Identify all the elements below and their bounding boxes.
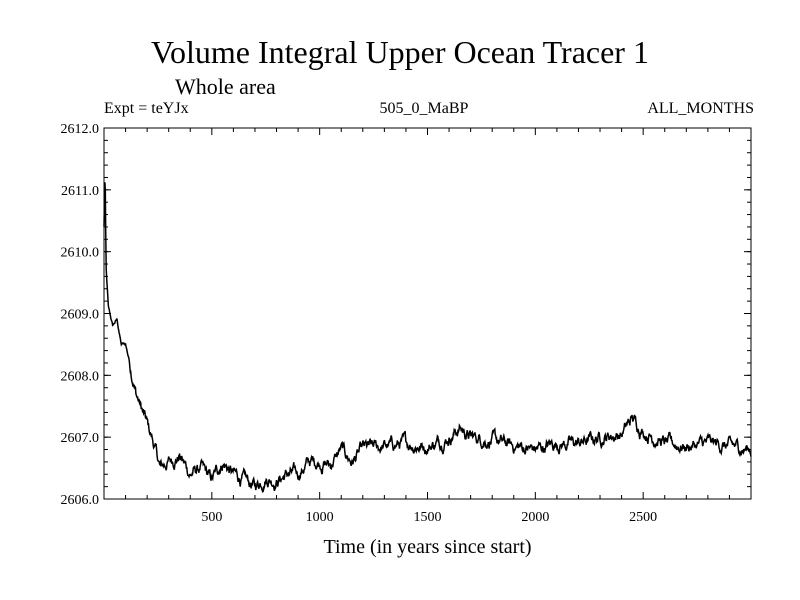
x-tick-label: 2500: [629, 510, 657, 525]
period-label: 505_0_MaBP: [379, 100, 469, 117]
y-tick-label: 2606.0: [61, 493, 100, 508]
x-tick-label: 1000: [306, 510, 334, 525]
y-tick-label: 2609.0: [61, 308, 100, 323]
x-tick-label: 500: [201, 510, 222, 525]
chart-title: Volume Integral Upper Ocean Tracer 1: [151, 34, 649, 70]
series-line: [103, 182, 752, 493]
x-tick-label: 1500: [414, 510, 442, 525]
experiment-label: Expt = teYJx: [104, 100, 189, 117]
x-axis-label: Time (in years since start): [323, 536, 532, 558]
x-tick-label: 2000: [521, 510, 549, 525]
y-tick-label: 2607.0: [61, 431, 100, 446]
plot-frame: [103, 127, 752, 500]
y-tick-label: 2612.0: [61, 122, 100, 137]
chart-subtitle: Whole area: [175, 74, 276, 99]
y-tick-label: 2608.0: [61, 369, 100, 384]
y-tick-label: 2610.0: [61, 246, 100, 261]
months-label: ALL_MONTHS: [647, 100, 754, 117]
y-tick-label: 2611.0: [61, 184, 99, 199]
